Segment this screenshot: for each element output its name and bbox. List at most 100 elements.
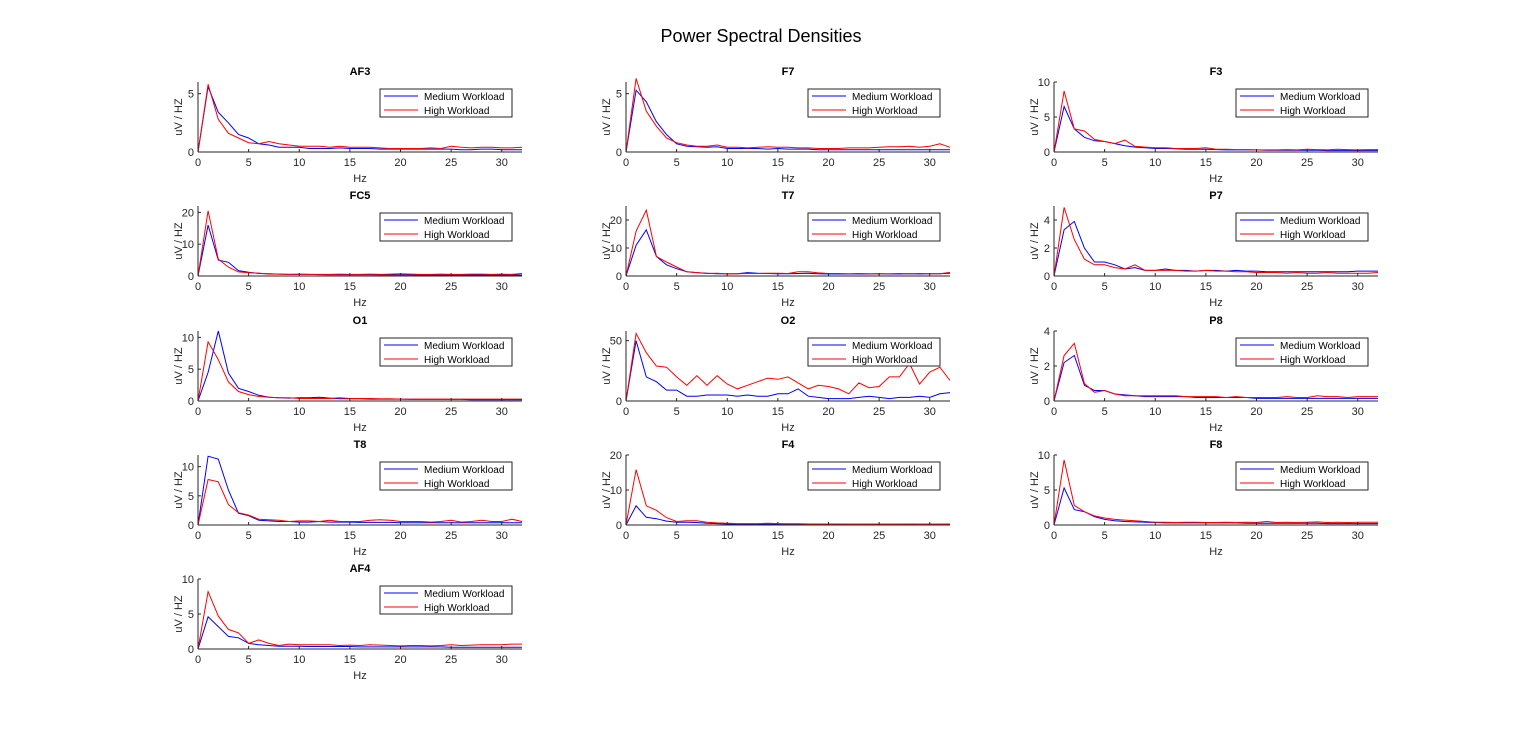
x-tick-label: 5 <box>246 281 252 293</box>
x-tick-label: 30 <box>924 281 936 293</box>
x-tick-label: 30 <box>496 157 508 169</box>
legend: Medium Workload High Workload <box>1235 88 1369 118</box>
legend-box <box>1235 212 1369 242</box>
y-tick-label: 0 <box>1044 271 1050 283</box>
x-tick-label: 15 <box>344 530 356 542</box>
legend-label: High Workload <box>424 230 489 241</box>
x-tick-label: 20 <box>1250 530 1262 542</box>
x-tick-label: 0 <box>1051 157 1057 169</box>
legend-label: Medium Workload <box>852 92 932 103</box>
x-tick-label: 10 <box>1149 157 1161 169</box>
x-axis-label: Hz <box>353 173 366 185</box>
x-tick-label: 20 <box>394 157 406 169</box>
legend-label: High Workload <box>852 230 917 241</box>
series-line-medium-workload <box>625 340 951 402</box>
subplot-title: P7 <box>1209 190 1222 202</box>
y-tick-label: 0 <box>616 520 622 532</box>
legend-box <box>379 585 513 615</box>
y-axis-label: uV / HZ <box>173 471 185 509</box>
legend-label: High Workload <box>852 479 917 490</box>
y-axis-label: uV / HZ <box>173 222 185 260</box>
legend-box <box>379 461 513 491</box>
x-tick-label: 30 <box>1352 157 1364 169</box>
subplot-t8: 0 5 10 15 20 25 30 0 5 10 T8 Hz uV / HZ Medium Worklo… <box>173 439 523 558</box>
y-tick-label: 10 <box>1038 450 1050 462</box>
x-axis-label: Hz <box>353 422 366 434</box>
y-tick-label: 50 <box>610 336 622 348</box>
x-tick-label: 15 <box>344 157 356 169</box>
x-tick-label: 25 <box>445 654 457 666</box>
y-tick-label: 0 <box>1044 147 1050 159</box>
x-tick-label: 30 <box>496 654 508 666</box>
legend: Medium Workload High Workload <box>379 212 513 242</box>
legend: Medium Workload High Workload <box>379 585 513 615</box>
x-tick-label: 10 <box>721 530 733 542</box>
y-tick-label: 20 <box>182 207 194 219</box>
x-tick-label: 0 <box>623 406 629 418</box>
series-line-high-workload <box>197 589 522 650</box>
subplot-p8: 0 5 10 15 20 25 30 0 2 4 P8 Hz uV / HZ Medium Workloa… <box>1029 315 1378 434</box>
y-axis-label: uV / HZ <box>173 595 185 633</box>
subplot-title: F4 <box>782 439 796 451</box>
x-tick-label: 20 <box>822 530 834 542</box>
subplot-title: AF4 <box>350 563 372 575</box>
x-tick-label: 5 <box>1102 157 1108 169</box>
x-tick-label: 25 <box>445 406 457 418</box>
x-tick-label: 10 <box>1149 281 1161 293</box>
x-tick-label: 25 <box>873 406 885 418</box>
legend-label: Medium Workload <box>424 589 504 600</box>
y-tick-label: 10 <box>182 332 194 344</box>
x-tick-label: 10 <box>293 157 305 169</box>
x-axis-label: Hz <box>353 297 366 309</box>
x-tick-label: 15 <box>344 281 356 293</box>
legend-label: Medium Workload <box>852 341 932 352</box>
series-line-high-workload <box>197 84 523 153</box>
legend: Medium Workload High Workload <box>807 461 941 491</box>
x-tick-label: 25 <box>873 281 885 293</box>
y-axis-label: uV / HZ <box>173 98 185 136</box>
legend-label: Medium Workload <box>424 92 504 103</box>
x-tick-label: 15 <box>344 406 356 418</box>
y-tick-label: 2 <box>1044 243 1050 255</box>
series-line-high-workload <box>625 78 951 153</box>
x-tick-label: 5 <box>246 654 252 666</box>
x-tick-label: 10 <box>293 654 305 666</box>
legend-label: Medium Workload <box>852 216 932 227</box>
series-line-medium-workload <box>625 89 950 153</box>
subplot-o2: 0 5 10 15 20 25 30 0 50 O2 Hz uV / HZ Medium Workloa… <box>601 315 951 434</box>
y-tick-label: 0 <box>616 147 622 159</box>
x-tick-label: 25 <box>445 281 457 293</box>
subplot-title: F7 <box>782 66 795 78</box>
x-tick-label: 25 <box>1301 157 1313 169</box>
x-tick-label: 10 <box>293 281 305 293</box>
legend-box <box>379 212 513 242</box>
legend-label: Medium Workload <box>1280 341 1360 352</box>
x-tick-label: 5 <box>246 157 252 169</box>
y-axis-label: uV / HZ <box>601 222 613 260</box>
y-tick-label: 5 <box>188 491 194 503</box>
legend-box <box>1235 337 1369 367</box>
series-line-high-workload <box>197 478 523 526</box>
subplot-p7: 0 5 10 15 20 25 30 0 2 4 P7 Hz uV / HZ Medium Workloa… <box>1029 190 1379 309</box>
y-tick-label: 5 <box>616 89 622 101</box>
y-axis-label: uV / HZ <box>601 98 613 136</box>
y-tick-label: 10 <box>182 462 194 474</box>
x-axis-label: Hz <box>1209 297 1222 309</box>
x-tick-label: 30 <box>924 406 936 418</box>
y-axis-label: uV / HZ <box>1029 222 1041 260</box>
x-tick-label: 0 <box>1051 281 1057 293</box>
x-axis-label: Hz <box>781 546 794 558</box>
subplot-f8: 0 5 10 15 20 25 30 0 5 10 F8 Hz uV / HZ Medium Worklo… <box>1029 439 1378 558</box>
x-tick-label: 5 <box>1102 530 1108 542</box>
x-axis-label: Hz <box>353 670 366 682</box>
x-tick-label: 0 <box>195 530 201 542</box>
series-line-high-workload <box>625 208 951 277</box>
x-tick-label: 20 <box>394 530 406 542</box>
x-tick-label: 0 <box>1051 406 1057 418</box>
y-tick-label: 5 <box>188 89 194 101</box>
legend-box <box>807 461 941 491</box>
x-tick-label: 15 <box>772 406 784 418</box>
legend-box <box>379 337 513 367</box>
y-tick-label: 10 <box>1038 77 1050 89</box>
